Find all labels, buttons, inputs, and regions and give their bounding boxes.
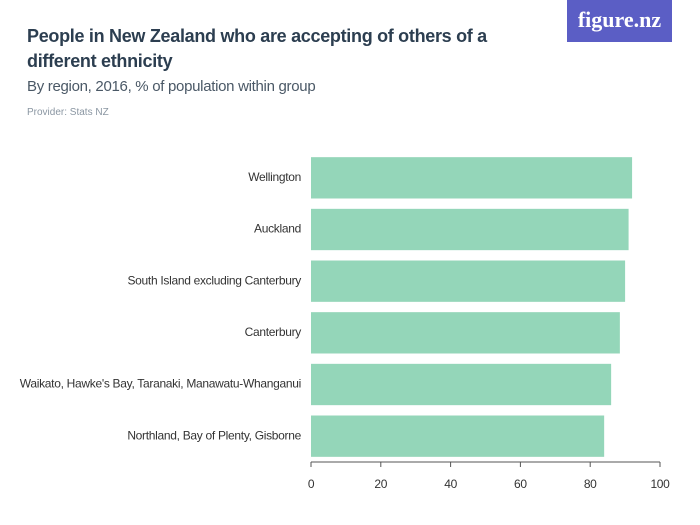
- bar: [311, 208, 629, 251]
- logo[interactable]: figure.nz: [567, 0, 672, 42]
- bar: [311, 260, 626, 302]
- bar: [311, 363, 612, 406]
- chart-subtitle: By region, 2016, % of population within …: [27, 78, 316, 95]
- y-tick-label: Northland, Bay of Plenty, Gisborne: [127, 428, 301, 442]
- bar: [311, 157, 633, 199]
- y-tick-label: Wellington: [248, 170, 301, 184]
- x-tick-label: 0: [308, 477, 315, 491]
- y-tick-label: Canterbury: [245, 325, 302, 339]
- x-tick-label: 80: [584, 477, 597, 491]
- y-tick-label: Waikato, Hawke's Bay, Taranaki, Manawatu…: [20, 377, 301, 391]
- y-tick-label: South Island excluding Canterbury: [127, 273, 301, 287]
- chart-title: People in New Zealand who are accepting …: [27, 26, 487, 71]
- provider: Provider: Stats NZ: [27, 107, 109, 118]
- x-tick-label: 40: [444, 477, 457, 491]
- x-tick-label: 60: [514, 477, 527, 491]
- y-tick-label: Auckland: [254, 222, 301, 236]
- bar: [311, 312, 620, 354]
- x-tick-label: 100: [650, 477, 670, 491]
- x-tick-label: 20: [374, 477, 387, 491]
- bar: [311, 415, 605, 457]
